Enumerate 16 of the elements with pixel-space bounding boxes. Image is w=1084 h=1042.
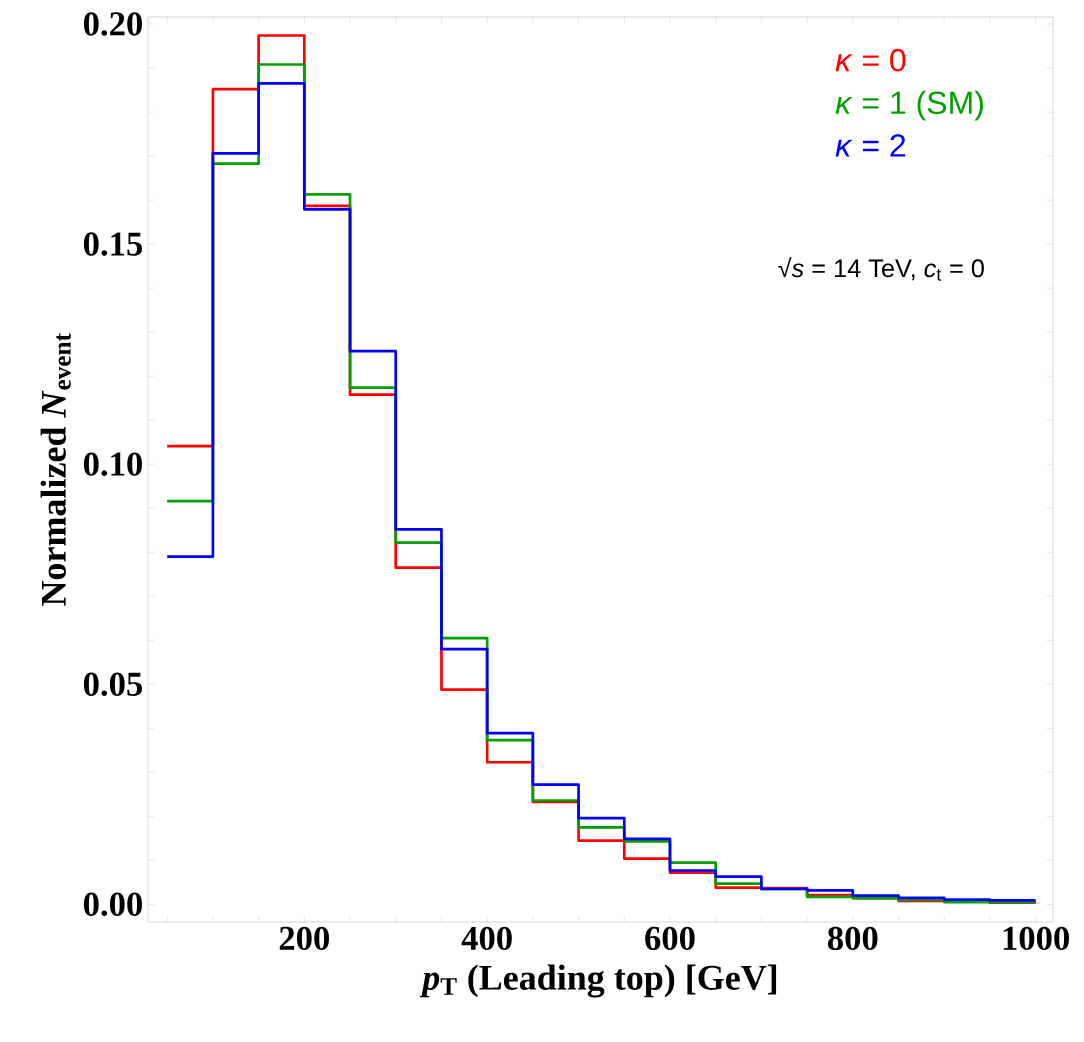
x-axis-title: p$_{T}$ (Leading top) [GeV]	[419, 964, 777, 998]
y-axis-title: Normalized N$_{event}$	[40, 333, 71, 606]
x-tick-label: 800	[827, 926, 878, 951]
y-tick-label: 0.20	[83, 12, 142, 36]
x-tick-label: 200	[279, 926, 329, 951]
text: κ = 0	[835, 48, 906, 72]
x-tick-label: 400	[461, 926, 512, 951]
y-tick-label: 0.15	[83, 232, 143, 256]
y-tick-label: 0.00	[83, 892, 142, 917]
x-tick-label: 600	[645, 926, 695, 951]
annotation: √s = 14 TeV, c$_{t}$ = 0	[778, 257, 984, 281]
y-tick-label: 0.10	[83, 452, 142, 476]
text: κ = 1 (SM)	[835, 90, 983, 121]
y-tick-label: 0.05	[83, 672, 143, 697]
x-tick-label: 1000	[1003, 926, 1069, 951]
text: κ = 2	[835, 134, 906, 157]
